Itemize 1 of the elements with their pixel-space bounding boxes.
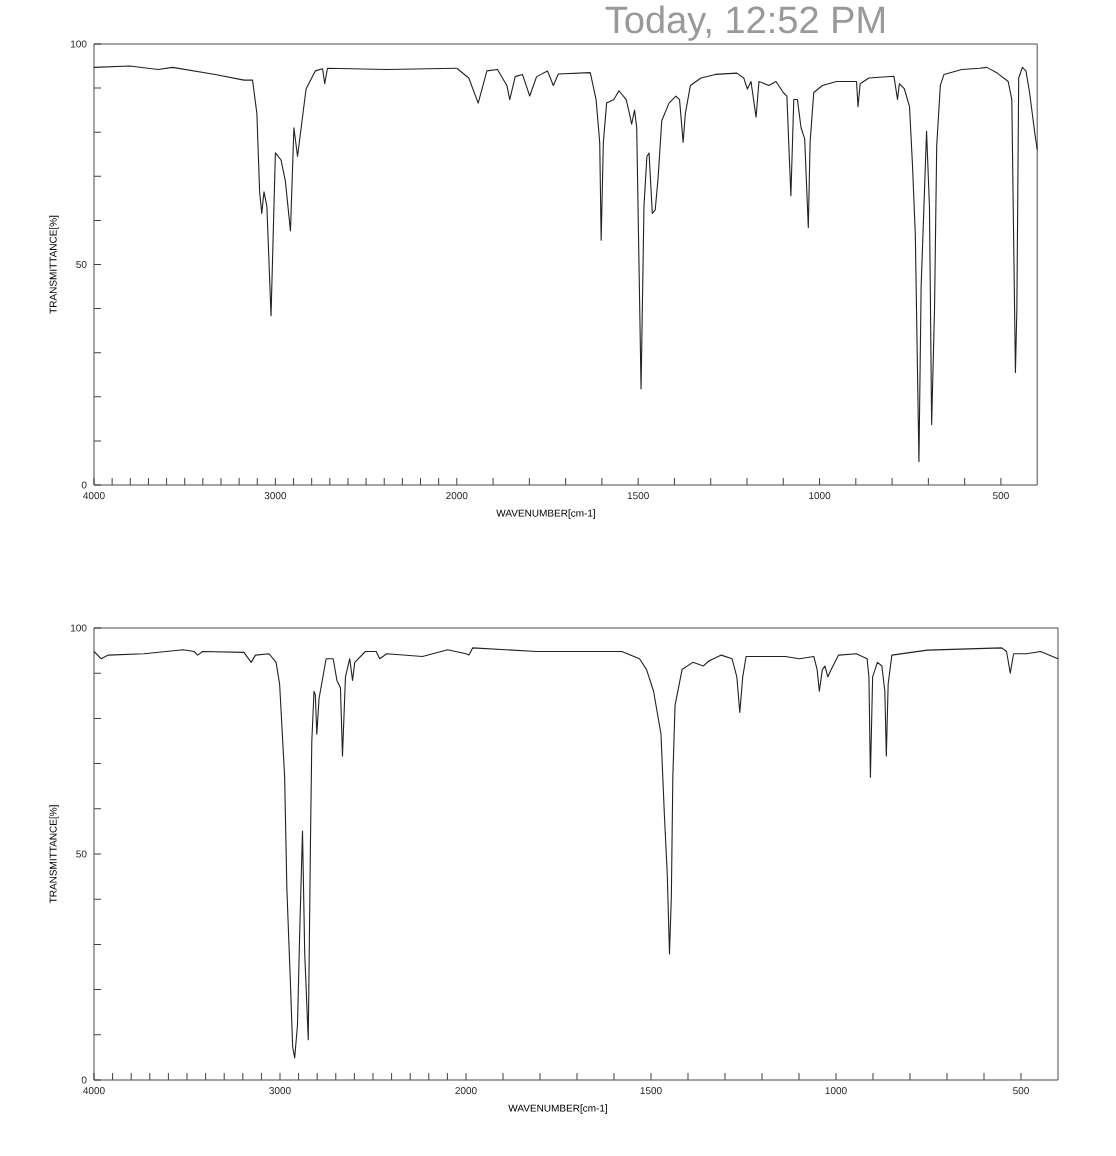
text: Today, 12:52 PM [605, 5, 884, 41]
